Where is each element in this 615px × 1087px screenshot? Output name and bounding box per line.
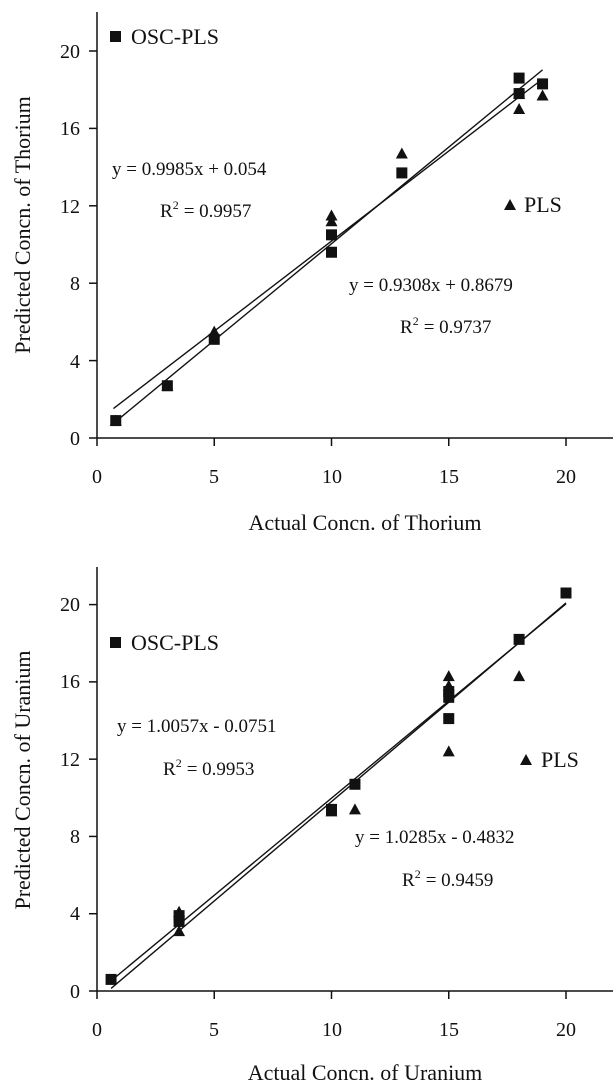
thorium-points — [109, 72, 549, 427]
r2-superscript: 2 — [415, 867, 421, 881]
pls-point — [513, 670, 526, 682]
osc-pls-legend-marker — [110, 637, 121, 648]
osc-pls-legend-label: OSC-PLS — [131, 630, 219, 655]
uranium-y-tick-label: 4 — [70, 903, 80, 925]
thorium-x-tick-label: 15 — [439, 466, 459, 488]
uranium-y-tick-label: 8 — [70, 826, 80, 848]
pls-legend-label: PLS — [541, 747, 579, 772]
thorium-x-tick-label: 20 — [556, 466, 576, 488]
pls-point — [325, 215, 338, 227]
thorium-y-tick-label: 4 — [70, 351, 80, 373]
uranium-x-tick-label: 0 — [92, 1019, 102, 1041]
osc-pls-point — [513, 72, 525, 84]
thorium-chart: 0 4 8 12 16 20 0 5 10 15 20 Actual Concn… — [10, 12, 613, 535]
uranium-y-tick-label: 0 — [70, 981, 80, 1003]
osc-pls-point — [513, 633, 525, 645]
thorium-x-axis-title: Actual Concn. of Thorium — [249, 510, 482, 535]
r2-symbol: R — [402, 870, 415, 891]
uranium-y-axis-title: Predicted Concn. of Uranium — [10, 650, 35, 909]
osc-pls-r2: R2 = 0.9957 — [160, 198, 251, 222]
pls-fit-line — [112, 78, 543, 410]
osc-pls-point — [110, 415, 122, 427]
thorium-y-tick-label: 16 — [60, 118, 80, 140]
osc-pls-legend-marker — [110, 31, 121, 42]
osc-pls-point — [173, 915, 185, 927]
thorium-x-tick-label: 5 — [209, 466, 219, 488]
uranium-x-tick-label: 10 — [322, 1019, 342, 1041]
uranium-y-tick-label: 20 — [60, 594, 80, 616]
osc-pls-point — [560, 587, 572, 599]
osc-pls-fit-line — [112, 69, 543, 424]
r2-value: = 0.9953 — [187, 759, 255, 780]
thorium-y-tick-label: 8 — [70, 273, 80, 295]
osc-pls-point — [173, 910, 185, 922]
uranium-x-tick-label: 15 — [439, 1019, 459, 1041]
pls-r2: R2 = 0.9737 — [400, 314, 491, 338]
pls-equation: y = 0.9308x + 0.8679 — [349, 275, 513, 296]
osc-pls-point — [349, 778, 361, 790]
thorium-x-tick-label: 0 — [92, 466, 102, 488]
osc-pls-point — [326, 229, 337, 241]
pls-legend-marker — [504, 199, 516, 210]
pls-point — [348, 803, 361, 815]
uranium-fit-lines — [110, 602, 567, 989]
osc-pls-point — [443, 713, 455, 725]
uranium-chart: 0 4 8 12 16 20 0 5 10 15 20 Actual Concn… — [10, 567, 613, 1085]
thorium-y-tick-label: 20 — [60, 41, 80, 63]
r2-symbol: R — [160, 201, 173, 222]
pls-point — [536, 89, 549, 101]
r2-superscript: 2 — [176, 756, 182, 770]
r2-superscript: 2 — [413, 314, 419, 328]
thorium-y-tick-label: 12 — [60, 196, 80, 218]
pls-legend-label: PLS — [524, 192, 562, 217]
thorium-ticks — [89, 50, 567, 446]
r2-superscript: 2 — [173, 198, 179, 212]
osc-pls-point — [443, 686, 455, 698]
r2-value: = 0.9957 — [184, 201, 252, 222]
osc-pls-point — [537, 78, 549, 90]
osc-pls-point — [396, 167, 408, 179]
pls-legend-marker — [520, 754, 532, 765]
uranium-x-tick-label: 20 — [556, 1019, 576, 1041]
osc-pls-point — [326, 803, 337, 815]
osc-pls-equation: y = 0.9985x + 0.054 — [112, 159, 267, 180]
pls-point — [173, 925, 186, 937]
osc-pls-point — [513, 88, 525, 100]
r2-value: = 0.9459 — [426, 870, 494, 891]
uranium-y-tick-label: 12 — [60, 749, 80, 771]
r2-symbol: R — [163, 759, 176, 780]
thorium-x-tick-label: 10 — [322, 466, 342, 488]
thorium-y-axis-title: Predicted Concn. of Thorium — [10, 96, 35, 353]
pls-point — [442, 670, 455, 682]
pls-point — [513, 103, 526, 115]
pls-equation: y = 1.0285x - 0.4832 — [355, 827, 515, 848]
pls-r2: R2 = 0.9459 — [402, 867, 493, 891]
osc-pls-point — [208, 333, 220, 345]
pls-point — [442, 745, 455, 757]
osc-pls-point — [326, 246, 337, 258]
osc-pls-point — [443, 691, 455, 703]
osc-pls-r2: R2 = 0.9953 — [163, 756, 254, 780]
uranium-y-tick-label: 16 — [60, 671, 80, 693]
osc-pls-point — [161, 380, 173, 392]
thorium-y-tick-label: 0 — [70, 428, 80, 450]
uranium-points — [105, 587, 572, 985]
pls-fit-line — [110, 602, 567, 989]
uranium-ticks — [89, 603, 567, 999]
r2-symbol: R — [400, 317, 413, 338]
osc-pls-equation: y = 1.0057x - 0.0751 — [117, 716, 277, 737]
thorium-fit-lines — [112, 69, 543, 424]
uranium-x-tick-label: 5 — [209, 1019, 219, 1041]
pls-point — [395, 147, 408, 159]
osc-pls-point — [105, 973, 117, 985]
r2-value: = 0.9737 — [424, 317, 492, 338]
pls-point — [325, 209, 338, 221]
osc-pls-legend-label: OSC-PLS — [131, 24, 219, 49]
uranium-x-axis-title: Actual Concn. of Uranium — [248, 1060, 483, 1085]
